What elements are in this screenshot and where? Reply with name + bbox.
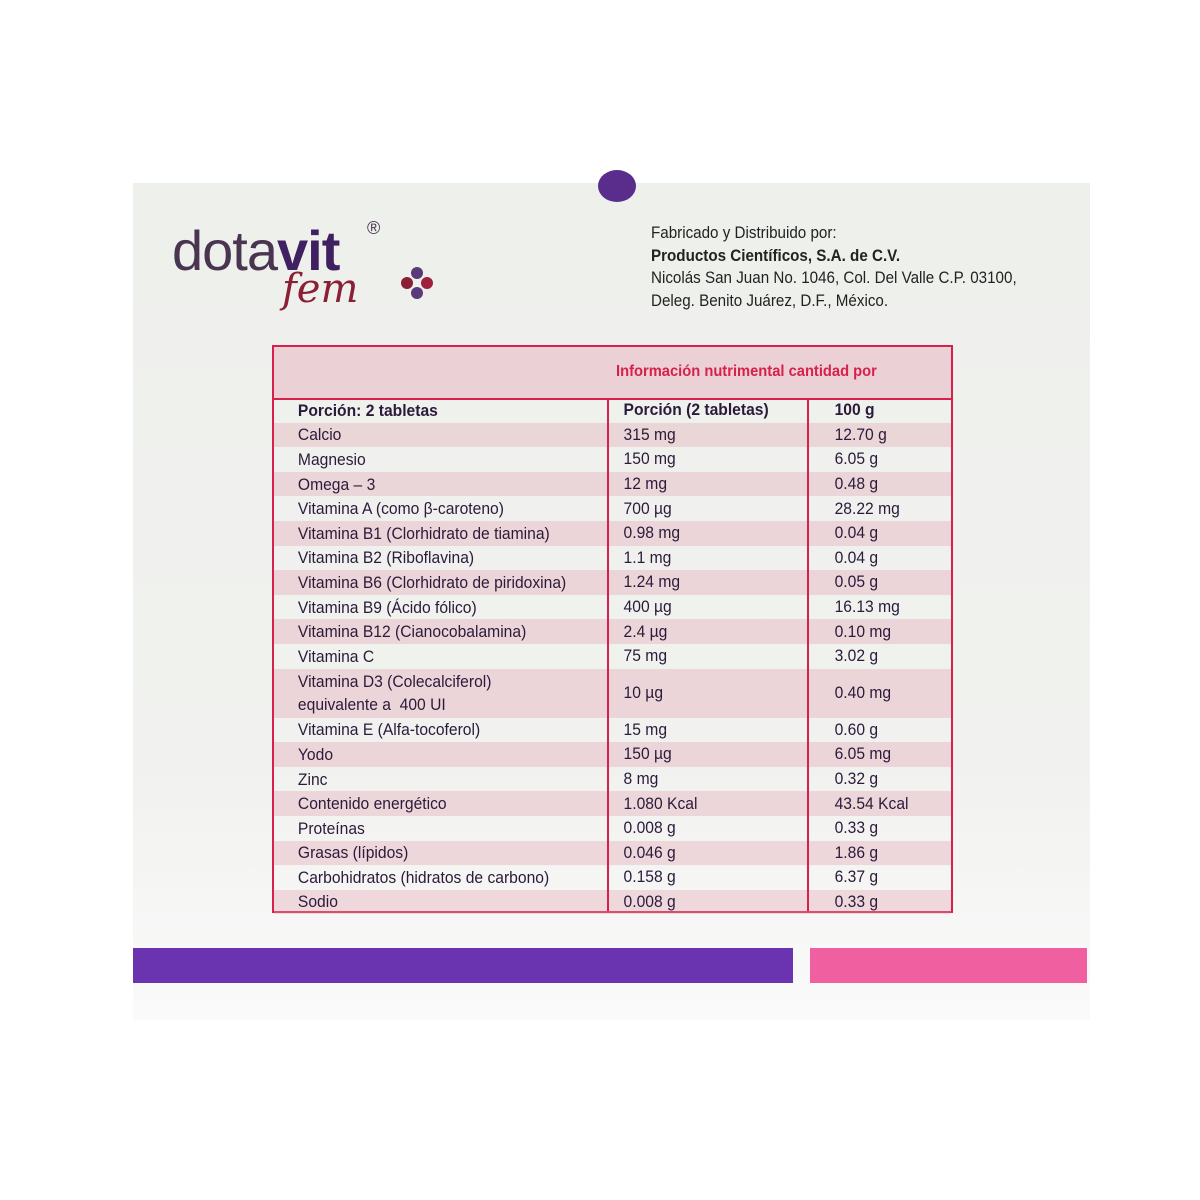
header-cell: 100 g: [834, 400, 875, 420]
per-100g-value: 0.60 g: [834, 719, 879, 739]
nutrient-name: Yodo: [297, 744, 334, 764]
per-100g-value: 0.04 g: [834, 523, 879, 543]
logo-dots-icon: [401, 267, 433, 299]
per-serving-value: 1.080 Kcal: [623, 793, 698, 813]
nutrient-name: Vitamina D3 (Colecalciferol) equivalente…: [297, 672, 492, 715]
manufacturer-company: Productos Científicos, S.A. de C.V.: [651, 246, 901, 265]
per-serving-value: 8 mg: [623, 769, 659, 789]
table-row: Grasas (lípidos) 0.046 g 1.86 g: [274, 840, 951, 866]
nutrient-name: Sodio: [297, 892, 338, 912]
per-serving-value: 150 µg: [623, 744, 672, 764]
table-row: Vitamina E (Alfa-tocoferol) 15 mg 0.60 g: [274, 718, 951, 743]
table-row: Sodio 0.008 g 0.33 g: [274, 889, 951, 915]
nutrient-name: Proteínas: [297, 818, 365, 838]
table-row: Vitamina B9 (Ácido fólico) 400 µg 16.13 mg: [274, 595, 951, 620]
manufacturer-address-1: Nicolás San Juan No. 1046, Col. Del Vall…: [651, 269, 1017, 287]
table-row: Vitamina B2 (Riboflavina) 1.1 mg 0.04 g: [274, 546, 951, 571]
table-row: Magnesio 150 mg 6.05 g: [274, 447, 951, 472]
per-100g-value: 12.70 g: [834, 424, 887, 444]
per-serving-value: 150 mg: [623, 449, 676, 469]
manufacturer-address-2: Deleg. Benito Juárez, D.F., México.: [651, 291, 889, 310]
nutrient-name: Vitamina E (Alfa-tocoferol): [297, 720, 481, 740]
table-header-row: Porción: 2 tabletas Porción (2 tabletas)…: [274, 398, 951, 423]
manufacturer-label: Fabricado y Distribuido por:: [651, 224, 837, 242]
per-serving-value: 1.1 mg: [623, 547, 672, 567]
per-serving-value: 75 mg: [623, 646, 668, 666]
nutrient-name: Vitamina C: [297, 646, 375, 666]
per-serving-value: 0.158 g: [623, 867, 676, 887]
table-row: Yodo 150 µg 6.05 mg: [274, 742, 951, 767]
nutrient-name: Carbohidratos (hidratos de carbono): [297, 867, 550, 887]
nutrient-name: Magnesio: [297, 449, 366, 469]
table-row: Vitamina A (como β-caroteno) 700 µg 28.22 …: [274, 496, 951, 521]
purple-stripe: [133, 948, 793, 983]
per-100g-value: 28.22 mg: [834, 498, 900, 518]
per-serving-value: 2.4 µg: [623, 621, 668, 641]
table-row: Zinc 8 mg 0.32 g: [274, 767, 951, 792]
column-divider: [607, 398, 609, 911]
per-serving-value: 1.24 mg: [623, 572, 681, 592]
per-100g-value: 1.86 g: [834, 842, 879, 862]
nutrient-name: Vitamina A (como β-caroteno): [297, 499, 504, 519]
header-cell: Porción: 2 tabletas: [297, 400, 438, 420]
purple-dot: [598, 170, 636, 202]
nutrient-name: Vitamina B9 (Ácido fólico): [297, 597, 477, 617]
table-row: Vitamina D3 (Colecalciferol) equivalente…: [274, 668, 951, 718]
per-100g-value: 0.10 mg: [834, 621, 892, 641]
nutrient-name: Contenido energético: [297, 794, 447, 814]
per-100g-value: 3.02 g: [834, 646, 879, 666]
per-serving-value: 0.008 g: [623, 891, 676, 911]
column-divider: [807, 398, 809, 911]
per-serving-value: 0.046 g: [623, 842, 676, 862]
nutrient-name: Vitamina B12 (Cianocobalamina): [297, 622, 527, 642]
nutrient-name: Vitamina B1 (Clorhidrato de tiamina): [297, 523, 550, 543]
nutrition-table: Información nutrimental cantidad por Por…: [272, 345, 953, 915]
per-serving-value: 12 mg: [623, 474, 668, 494]
nutrient-name: Calcio: [297, 425, 342, 445]
table-row: Carbohidratos (hidratos de carbono) 0.158…: [274, 865, 951, 890]
per-100g-value: 0.33 g: [834, 818, 879, 838]
pink-stripe: [810, 948, 1087, 983]
header-cell: Porción (2 tabletas): [623, 400, 769, 420]
per-serving-value: 10 µg: [623, 683, 664, 703]
dotavit-fem-logo: dotavit ® fem: [172, 218, 433, 318]
per-100g-value: 0.33 g: [834, 891, 879, 911]
table-title-band: Información nutrimental cantidad por: [274, 347, 951, 400]
table-row: Vitamina C 75 mg 3.02 g: [274, 644, 951, 669]
nutrient-name: Vitamina B2 (Riboflavina): [297, 548, 475, 568]
per-serving-value: 15 mg: [623, 719, 668, 739]
per-100g-value: 0.04 g: [834, 547, 879, 567]
table-row: Calcio 315 mg 12.70 g: [274, 422, 951, 448]
table-row: Vitamina B6 (Clorhidrato de piridoxina) 1…: [274, 570, 951, 595]
per-100g-value: 43.54 Kcal: [834, 793, 909, 813]
per-100g-value: 0.32 g: [834, 769, 879, 789]
table-body: Porción: 2 tabletas Porción (2 tabletas)…: [274, 398, 951, 915]
per-serving-value: 400 µg: [623, 597, 672, 617]
table-row: Vitamina B12 (Cianocobalamina) 2.4 µg 0.10…: [274, 619, 951, 644]
per-serving-value: 0.008 g: [623, 818, 676, 838]
nutrient-name: Grasas (lípidos): [297, 843, 409, 863]
table-row: Contenido energético 1.080 Kcal 43.54 Kcal: [274, 791, 951, 816]
per-100g-value: 16.13 mg: [834, 597, 900, 617]
nutrient-name: Zinc: [297, 769, 328, 789]
per-serving-value: 700 µg: [623, 498, 672, 518]
per-serving-value: 0.98 mg: [623, 523, 681, 543]
per-100g-value: 0.05 g: [834, 572, 879, 592]
per-serving-value: 315 mg: [623, 424, 676, 444]
per-100g-value: 0.40 mg: [834, 683, 892, 703]
nutrient-name: Vitamina B6 (Clorhidrato de piridoxina): [297, 572, 567, 592]
table-row: Omega – 3 12 mg 0.48 g: [274, 471, 951, 497]
per-100g-value: 6.05 g: [834, 449, 879, 469]
table-row: Vitamina B1 (Clorhidrato de tiamina) 0.98…: [274, 520, 951, 546]
per-100g-value: 0.48 g: [834, 474, 879, 494]
nutrient-name: Omega – 3: [297, 474, 376, 494]
manufacturer-info: Fabricado y Distribuido por: Productos C…: [651, 222, 1017, 312]
package-panel: [133, 183, 1090, 1020]
table-title: Información nutrimental cantidad por: [616, 363, 877, 380]
table-row: Proteínas 0.008 g 0.33 g: [274, 816, 951, 841]
per-100g-value: 6.05 mg: [834, 744, 892, 764]
per-100g-value: 6.37 g: [834, 867, 879, 887]
